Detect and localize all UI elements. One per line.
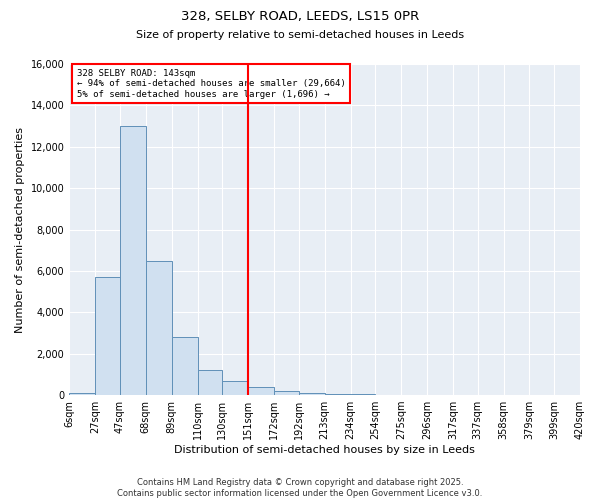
Bar (350, 394, 375, 395)
Bar (325, 394, 350, 395)
Text: Contains HM Land Registry data © Crown copyright and database right 2025.
Contai: Contains HM Land Registry data © Crown c… (118, 478, 482, 498)
Bar (197, 370, 222, 395)
Text: 328, SELBY ROAD, LEEDS, LS15 0PR: 328, SELBY ROAD, LEEDS, LS15 0PR (181, 10, 419, 23)
Bar (146, 260, 172, 395)
Y-axis label: Number of semi-detached properties: Number of semi-detached properties (15, 126, 25, 332)
Bar (120, 126, 146, 395)
Bar (172, 337, 197, 395)
Bar (248, 387, 274, 395)
Bar (95, 277, 120, 395)
Bar (222, 380, 248, 395)
X-axis label: Distribution of semi-detached houses by size in Leeds: Distribution of semi-detached houses by … (174, 445, 475, 455)
Text: 328 SELBY ROAD: 143sqm
← 94% of semi-detached houses are smaller (29,664)
5% of : 328 SELBY ROAD: 143sqm ← 94% of semi-det… (77, 69, 346, 99)
Bar (299, 393, 325, 395)
Text: Size of property relative to semi-detached houses in Leeds: Size of property relative to semi-detach… (136, 30, 464, 40)
Bar (274, 391, 299, 395)
Bar (69, 393, 95, 395)
